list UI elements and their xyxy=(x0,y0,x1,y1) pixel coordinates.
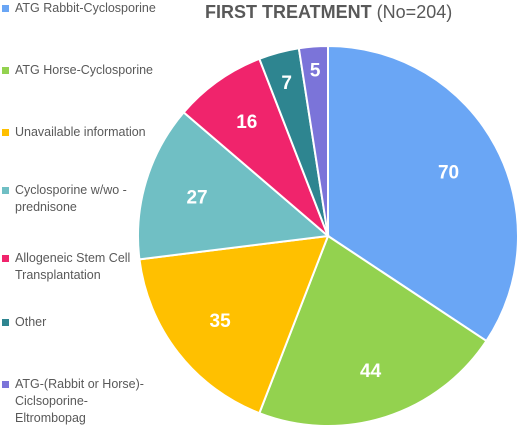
slice-value-label: 7 xyxy=(281,73,292,94)
legend-item: ATG Horse-Cyclosporine xyxy=(2,62,195,79)
pie-slice xyxy=(297,44,329,237)
legend-label: Cyclosporine w/wo - prednisone xyxy=(15,183,127,214)
slice-value-label: 44 xyxy=(360,361,382,382)
legend-swatch xyxy=(2,381,9,388)
legend-swatch xyxy=(2,67,9,74)
legend-swatch xyxy=(2,319,9,326)
legend-label: ATG Rabbit-Cyclosporine xyxy=(15,1,156,15)
legend-swatch xyxy=(2,5,9,12)
legend-swatch xyxy=(2,255,9,262)
legend-item: Unavailable information xyxy=(2,124,195,141)
slice-value-label: 5 xyxy=(310,60,321,81)
pie-slice xyxy=(137,110,331,261)
legend-label: ATG-(Rabbit or Horse)- Ciclsoporine- Eltro… xyxy=(15,377,144,425)
pie-slice xyxy=(138,234,330,415)
legend-item: Cyclosporine w/wo - prednisone xyxy=(2,182,195,216)
legend-label: Unavailable information xyxy=(15,125,146,139)
chart-title-main: FIRST TREATMENT xyxy=(205,2,372,22)
legend-label: ATG Horse-Cyclosporine xyxy=(15,63,154,77)
legend-label: Other xyxy=(15,315,47,329)
pie-slice xyxy=(182,57,329,237)
slice-value-label: 35 xyxy=(210,311,232,332)
slice-value-label: 27 xyxy=(186,188,207,209)
legend-label: Allogeneic Stem Cell Transplantation xyxy=(15,251,131,282)
legend-swatch xyxy=(2,187,9,194)
legend-swatch xyxy=(2,129,9,136)
legend-item: ATG Rabbit-Cyclosporine xyxy=(2,0,195,17)
slice-value-label: 16 xyxy=(236,112,257,133)
legend-item: Other xyxy=(2,314,195,331)
legend-item: Allogeneic Stem Cell Transplantation xyxy=(2,250,195,284)
legend-item: ATG-(Rabbit or Horse)- Ciclsoporine- Eltro… xyxy=(2,376,195,427)
pie-slice xyxy=(258,234,488,427)
chart-title: FIRST TREATMENT (No=204) xyxy=(205,2,452,23)
slice-value-label: 70 xyxy=(438,162,459,183)
chart-subtitle: (No=204) xyxy=(376,2,453,22)
